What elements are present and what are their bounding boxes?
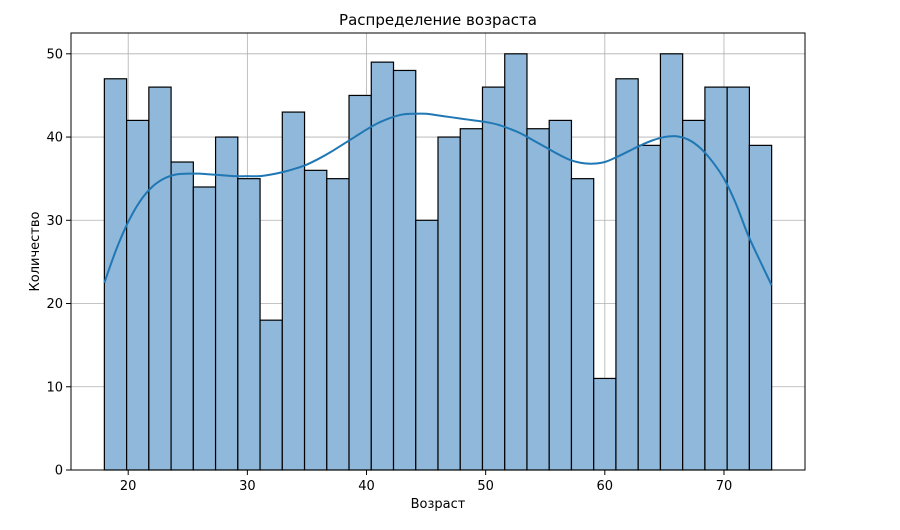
histogram-bar [214,136,239,471]
histogram-bar [504,53,528,471]
histogram-bar [348,94,372,471]
histogram-bar [615,78,639,471]
y-tick-label: 30 [46,214,63,229]
histogram-bar [704,86,728,471]
y-tick-label: 20 [46,297,63,312]
y-axis-ticks: 0 10 20 30 40 50 [46,47,71,479]
kde-curve [103,112,773,286]
x-tick-label: 70 [716,479,733,494]
histogram-bar [326,178,350,471]
histogram-bar [259,319,283,471]
plot-area-frame [70,32,806,471]
chart-title: Распределение возраста [339,11,537,29]
histogram-bar [637,144,662,471]
histogram-bar [192,186,217,471]
histogram-bar [303,169,328,471]
x-axis-label: Возраст [411,497,466,512]
histogram-bar [570,178,595,471]
histogram-bar [237,178,261,471]
y-axis-label: Количество [28,211,43,291]
histogram-bar [659,53,684,471]
y-tick-label: 10 [46,380,63,395]
histogram-bar [370,61,395,471]
y-tick-label: 50 [46,47,63,62]
histogram-bar [481,86,506,471]
x-tick-label: 20 [120,479,137,494]
histogram-bars [103,53,773,471]
histogram-bar [437,136,461,471]
histogram-bar [415,219,439,471]
histogram-bar [392,69,417,471]
histogram-bar [126,119,150,471]
histogram-bar [170,161,194,471]
x-tick-label: 50 [477,479,494,494]
y-tick-label: 40 [46,131,63,146]
histogram-bar [726,86,750,471]
x-axis-ticks: 20 30 40 50 60 70 [120,470,732,494]
histogram-bar [548,119,573,471]
histogram-bar [682,119,706,471]
histogram-bar [593,377,617,471]
x-tick-label: 40 [358,479,375,494]
y-tick-label: 0 [55,464,63,479]
histogram-bar [748,144,773,471]
histogram-bar [148,86,172,471]
histogram-bar [459,128,484,471]
x-tick-label: 60 [597,479,614,494]
histogram-bar [526,128,550,471]
kde-line [103,112,773,286]
x-tick-label: 30 [239,479,256,494]
